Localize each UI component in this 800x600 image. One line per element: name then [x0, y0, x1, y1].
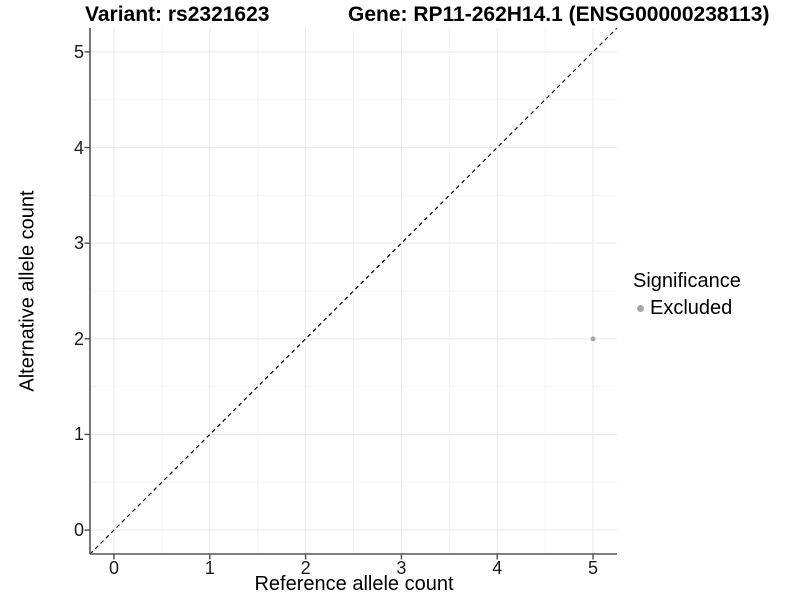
- y-tick-label: 2: [73, 328, 84, 349]
- x-tick-label: 2: [300, 558, 311, 578]
- legend-key-dot-icon: [637, 305, 644, 312]
- x-tick-label: 1: [204, 558, 215, 578]
- legend: Significance Excluded: [633, 270, 741, 320]
- x-tick-label: 3: [396, 558, 407, 578]
- y-tick-label: 5: [73, 41, 84, 62]
- y-tick-label: 3: [73, 233, 84, 254]
- plot-title-gene: Gene: RP11-262H14.1 (ENSG00000238113): [348, 3, 770, 26]
- x-axis-title: Reference allele count: [254, 573, 454, 595]
- legend-title: Significance: [633, 270, 741, 292]
- x-tick-label: 4: [492, 558, 503, 578]
- legend-item-label: Excluded: [650, 297, 733, 319]
- data-point: [590, 336, 596, 342]
- y-tick-label: 1: [73, 424, 84, 445]
- x-tick-label: 0: [108, 558, 119, 578]
- y-axis-title: Alternative allele count: [16, 190, 39, 392]
- y-tick-label: 4: [73, 137, 84, 158]
- plot-title-variant: Variant: rs2321623: [85, 3, 270, 26]
- legend-item-excluded: Excluded: [633, 297, 741, 320]
- y-tick-label: 0: [73, 520, 84, 541]
- x-tick-label: 5: [588, 558, 599, 578]
